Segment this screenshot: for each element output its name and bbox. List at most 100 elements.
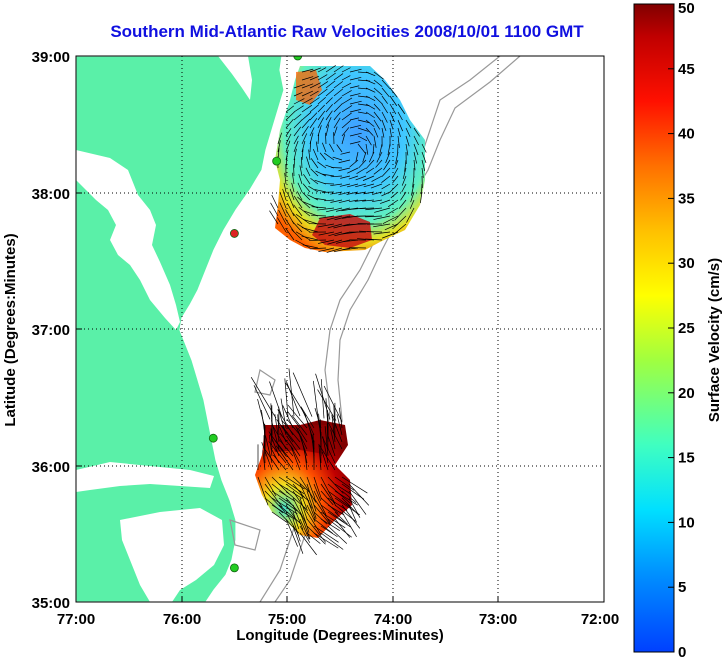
velocity-vector [385, 207, 399, 216]
velocity-vector [264, 497, 284, 514]
velocity-vector [317, 389, 337, 421]
velocity-vector [293, 105, 304, 113]
velocity-vector [323, 385, 343, 422]
velocity-vector [310, 177, 319, 185]
velocity-vector [276, 419, 294, 443]
velocity-vector [287, 202, 295, 217]
velocity-vector [301, 76, 314, 81]
velocity-vector [355, 183, 367, 188]
velocity-vector [299, 511, 311, 540]
velocity-vector [312, 149, 319, 161]
velocity-vector [373, 111, 382, 122]
velocity-vector [301, 148, 304, 161]
velocity-vector [356, 167, 367, 174]
velocity-vector [278, 439, 294, 457]
y-tick-label: 39:00 [32, 49, 70, 66]
velocity-vector [271, 194, 279, 209]
velocity-vector [348, 175, 359, 180]
velocity-vector [282, 188, 287, 201]
velocity-vector [341, 504, 361, 529]
velocity-vector [328, 231, 343, 237]
grid-lines [76, 56, 604, 602]
velocity-vector [317, 161, 327, 169]
velocity-vector [317, 223, 335, 228]
velocity-vector [318, 215, 335, 219]
velocity-vector [405, 127, 411, 137]
velocity-vector [389, 119, 394, 130]
velocity-vector [373, 223, 391, 228]
velocity-vector [395, 151, 399, 164]
velocity-vector [301, 97, 313, 105]
velocity-vector [376, 151, 383, 163]
velocity-vector [285, 149, 289, 161]
velocity-vector [394, 159, 399, 169]
velocity-vector [355, 175, 367, 181]
velocity-vector [389, 183, 399, 193]
velocity-vector [317, 67, 327, 73]
velocity-vector [333, 65, 344, 73]
velocity-vector [287, 404, 308, 429]
y-tick-label: 36:00 [32, 459, 70, 476]
velocity-vector [336, 144, 343, 153]
velocity-vector [299, 504, 310, 533]
velocity-vector [315, 170, 327, 177]
colorbar-ticks: 0 5 10 15 20 25 30 35 40 45 50 [668, 0, 695, 659]
velocity-vector [324, 152, 335, 161]
velocity-vector [293, 83, 305, 89]
velocity-vector [365, 215, 383, 218]
velocity-vector [327, 435, 336, 457]
velocity-vector [327, 504, 345, 516]
velocity-vector [327, 497, 348, 511]
velocity-vector [321, 142, 327, 153]
velocity-vector [310, 214, 327, 217]
velocity-vector [373, 215, 391, 220]
velocity-vector [313, 497, 331, 524]
velocity-vector [333, 126, 338, 137]
velocity-vector [320, 483, 337, 507]
velocity-vector [381, 175, 391, 183]
velocity-vector [413, 151, 418, 164]
velocity-vector [374, 207, 391, 213]
velocity-vector [309, 82, 321, 89]
velocity-vector [293, 148, 297, 161]
velocity-vector [368, 151, 375, 163]
velocity-vector [412, 175, 415, 188]
velocity-vector [320, 476, 336, 504]
velocity-vector [357, 103, 370, 106]
velocity-vector [382, 231, 399, 239]
velocity-vector [299, 518, 310, 540]
velocity-vector [319, 152, 327, 161]
velocity-vector [349, 125, 362, 129]
velocity-vector [277, 140, 281, 153]
velocity-vector [325, 104, 333, 113]
velocity-vector [277, 132, 282, 145]
velocity-vector [332, 156, 343, 161]
velocity-vector [348, 483, 370, 506]
velocity-vector [325, 65, 336, 73]
velocity-vector [381, 183, 391, 190]
velocity-vector [333, 96, 343, 105]
velocity-vector [299, 525, 311, 543]
velocity-vector [306, 504, 316, 523]
velocity-vector [317, 81, 329, 89]
radar-station-marker [229, 229, 239, 238]
velocity-vector [346, 183, 359, 188]
velocity-vector [324, 199, 335, 202]
velocity-vector [341, 483, 365, 500]
velocity-vector [365, 143, 369, 155]
velocity-vector [340, 175, 351, 179]
velocity-vector [385, 151, 391, 164]
velocity-vector [292, 518, 301, 542]
velocity-vector [338, 407, 343, 429]
velocity-vector [325, 117, 332, 129]
velocity-vector [334, 490, 358, 506]
velocity-vector [365, 135, 372, 146]
velocity-vector [317, 207, 335, 211]
velocity-vector [342, 247, 359, 251]
velocity-vector [314, 179, 327, 185]
velocity-vector [270, 202, 279, 217]
velocity-vector [304, 415, 315, 443]
velocity-vector [421, 159, 426, 172]
velocity-vector [317, 104, 325, 113]
